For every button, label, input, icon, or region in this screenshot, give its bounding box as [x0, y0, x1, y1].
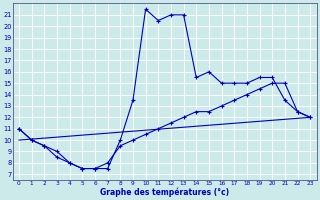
X-axis label: Graphe des températures (°c): Graphe des températures (°c) — [100, 187, 229, 197]
